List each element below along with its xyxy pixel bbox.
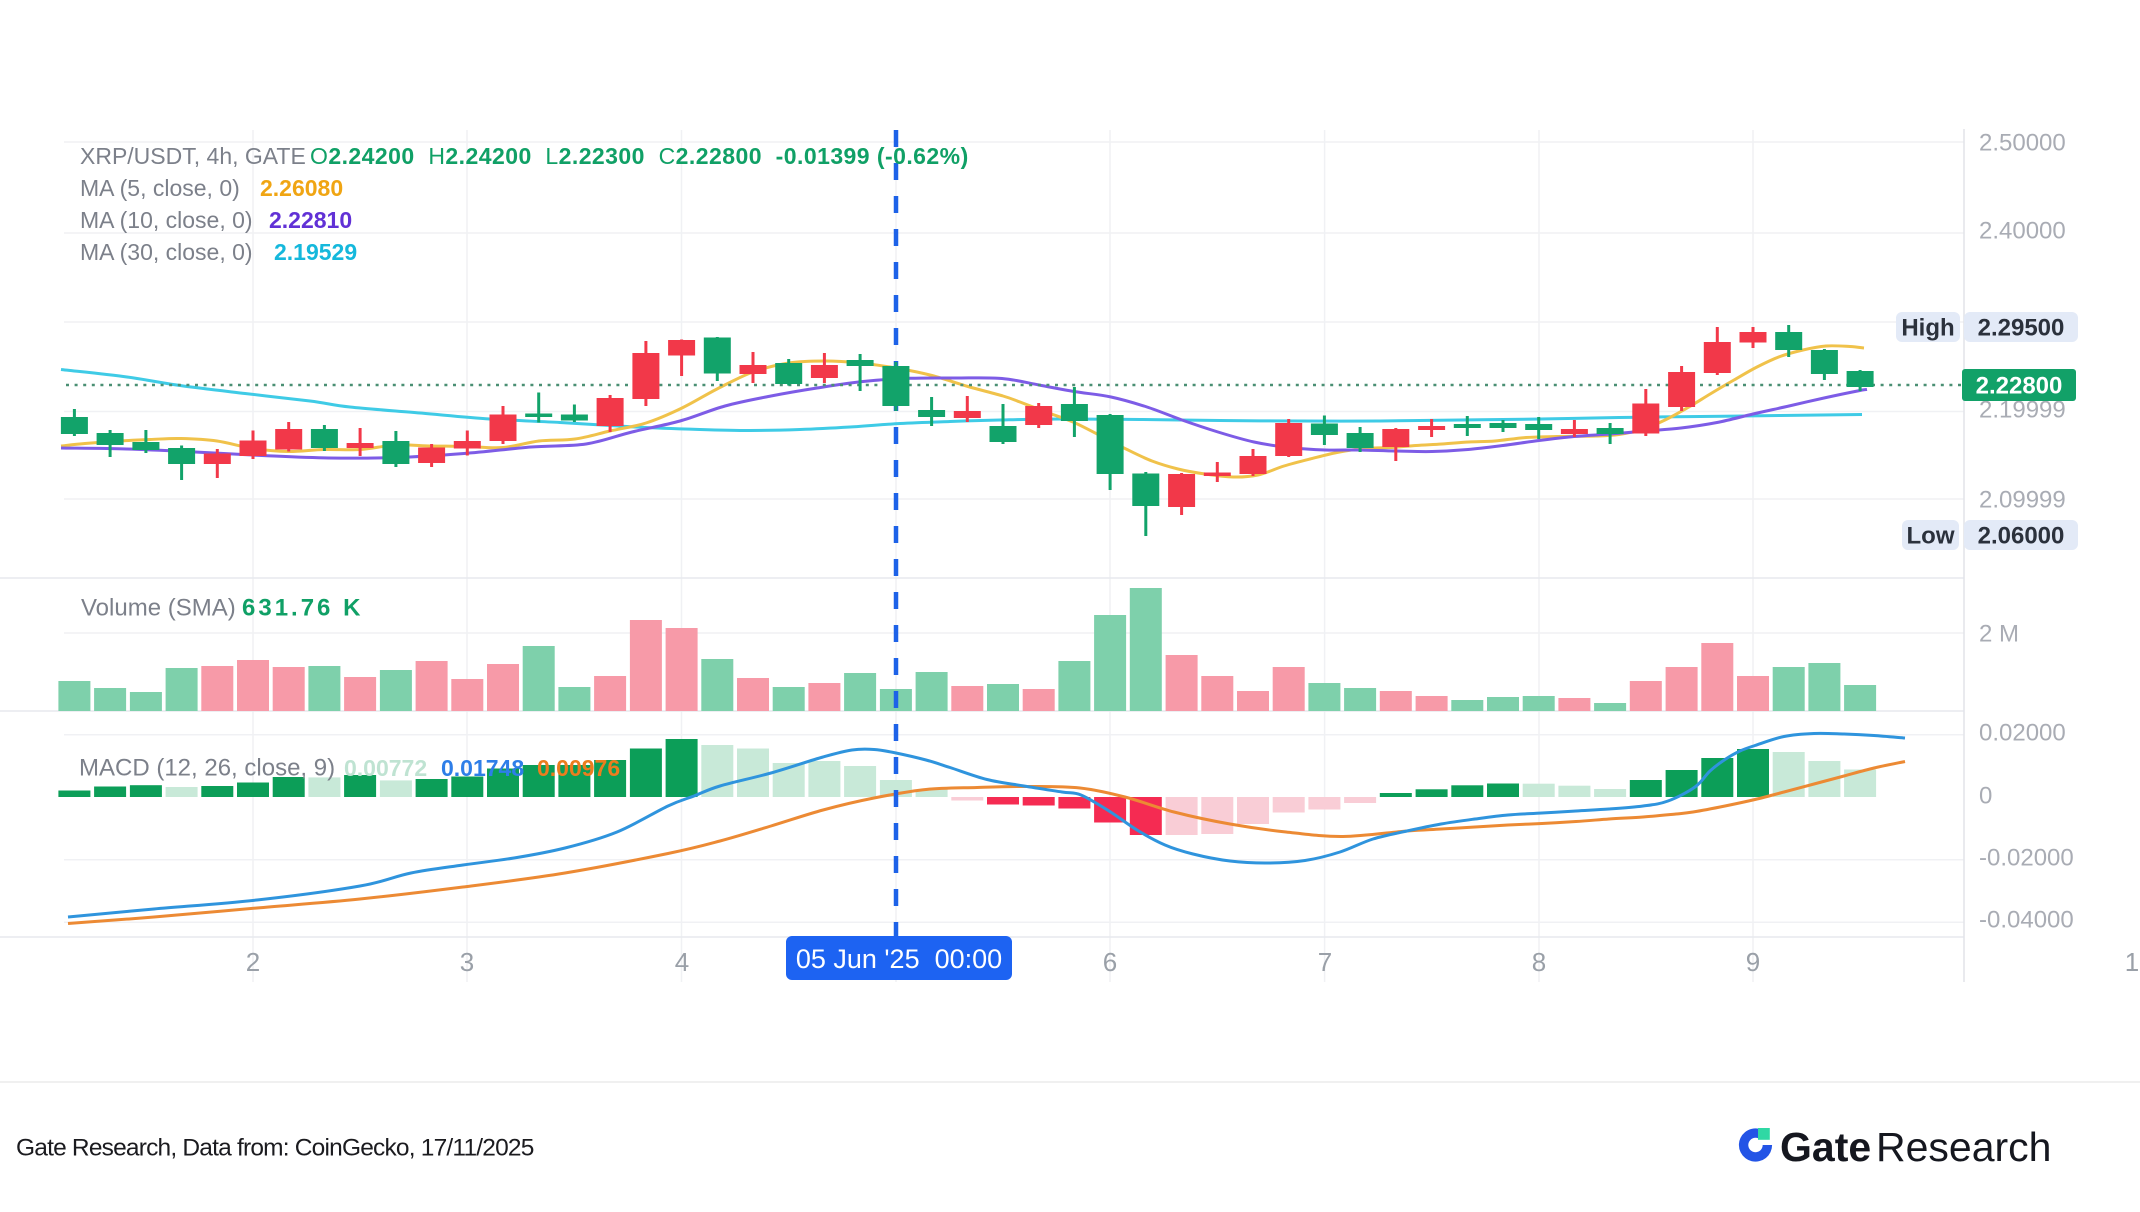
svg-text:Volume (SMA): Volume (SMA) bbox=[81, 595, 236, 622]
svg-text:2.06000: 2.06000 bbox=[1978, 523, 2065, 550]
svg-text:2.09999: 2.09999 bbox=[1979, 487, 2066, 514]
svg-text:0.00976: 0.00976 bbox=[537, 755, 620, 781]
svg-text:7: 7 bbox=[1318, 947, 1332, 977]
svg-text:High: High bbox=[1901, 315, 1954, 342]
svg-text:MA (30, close, 0): MA (30, close, 0) bbox=[80, 239, 253, 265]
svg-text:3: 3 bbox=[460, 947, 474, 977]
svg-text:2.29500: 2.29500 bbox=[1978, 315, 2065, 342]
svg-text:Gate: Gate bbox=[1780, 1124, 1871, 1170]
svg-text:1: 1 bbox=[2125, 947, 2139, 977]
svg-text:O2.24200 H2.24200 L2.22300: O2.24200 H2.24200 L2.22300 C2.22800 -0.0… bbox=[310, 143, 969, 169]
svg-text:4: 4 bbox=[675, 947, 689, 977]
svg-text:0.00772: 0.00772 bbox=[344, 755, 427, 781]
svg-text:Gate Research, Data from: Coin: Gate Research, Data from: CoinGecko, 17/… bbox=[16, 1135, 534, 1162]
svg-text:MA (10, close, 0): MA (10, close, 0) bbox=[80, 207, 253, 233]
svg-text:XRP/USDT, 4h, GATE: XRP/USDT, 4h, GATE bbox=[80, 143, 306, 169]
svg-text:2.19529: 2.19529 bbox=[274, 239, 357, 265]
svg-text:-0.02000: -0.02000 bbox=[1979, 845, 2074, 872]
svg-text:0.02000: 0.02000 bbox=[1979, 720, 2066, 747]
svg-text:Research: Research bbox=[1876, 1124, 2051, 1170]
svg-text:0.01748: 0.01748 bbox=[441, 755, 524, 781]
svg-text:2.50000: 2.50000 bbox=[1979, 130, 2066, 157]
svg-text:2 M: 2 M bbox=[1979, 621, 2019, 648]
svg-text:05 Jun '25 00:00: 05 Jun '25 00:00 bbox=[796, 944, 1002, 974]
svg-text:-0.04000: -0.04000 bbox=[1979, 907, 2074, 934]
svg-text:Low: Low bbox=[1907, 523, 1955, 550]
svg-text:2: 2 bbox=[246, 947, 260, 977]
svg-text:0: 0 bbox=[1979, 783, 1992, 810]
svg-text:631.76 K: 631.76 K bbox=[242, 595, 363, 622]
svg-text:6: 6 bbox=[1103, 947, 1117, 977]
svg-text:2.22800: 2.22800 bbox=[1976, 373, 2063, 400]
svg-text:MACD (12, 26, close, 9): MACD (12, 26, close, 9) bbox=[79, 755, 335, 782]
svg-text:2.26080: 2.26080 bbox=[260, 175, 343, 201]
svg-text:MA (5, close, 0): MA (5, close, 0) bbox=[80, 175, 240, 201]
svg-text:9: 9 bbox=[1746, 947, 1760, 977]
svg-text:2.40000: 2.40000 bbox=[1979, 218, 2066, 245]
svg-text:2.22810: 2.22810 bbox=[269, 207, 352, 233]
svg-text:8: 8 bbox=[1532, 947, 1546, 977]
